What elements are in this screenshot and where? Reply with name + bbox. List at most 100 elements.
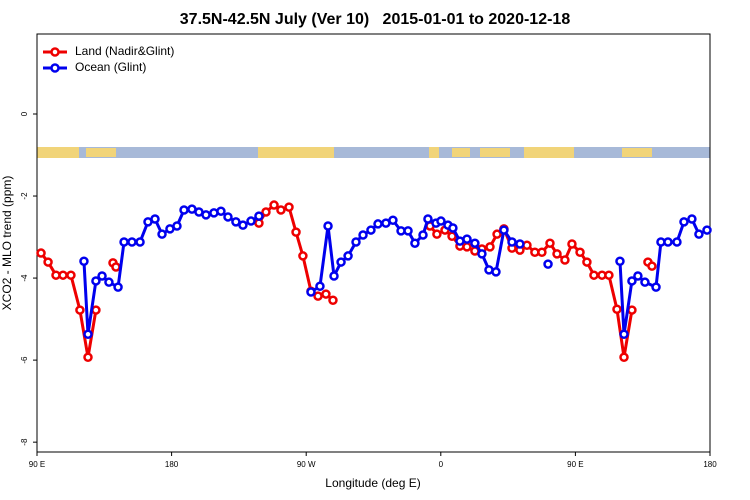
data-point	[462, 242, 472, 252]
x-tick-label: 0	[439, 460, 444, 469]
data-point	[647, 261, 657, 271]
y-axis-label: XCO2 - MLO trend (ppm)	[0, 176, 14, 311]
data-point	[269, 200, 279, 210]
data-point	[388, 215, 398, 225]
y-tick-label: -4	[20, 274, 29, 282]
data-point	[306, 287, 316, 297]
data-point	[447, 231, 457, 241]
data-point	[672, 237, 682, 247]
data-point	[679, 217, 689, 227]
data-point	[113, 282, 123, 292]
x-tick-label: 90 W	[297, 460, 316, 469]
data-point	[423, 214, 433, 224]
data-point	[83, 352, 93, 362]
data-point	[633, 271, 643, 281]
legend-label: Ocean (Glint)	[75, 60, 146, 74]
data-point	[223, 212, 233, 222]
data-point	[552, 249, 562, 259]
data-point	[615, 256, 625, 267]
data-point	[640, 277, 650, 287]
data-point	[492, 229, 502, 239]
data-point	[254, 211, 264, 221]
data-point	[432, 229, 442, 239]
data-point	[448, 223, 458, 233]
data-point	[567, 239, 577, 249]
series	[36, 200, 657, 362]
legend-marker	[50, 47, 60, 57]
data-point	[462, 234, 472, 244]
data-point	[284, 202, 294, 212]
y-tick-label: 0	[20, 111, 29, 116]
legend-label: Land (Nadir&Glint)	[75, 44, 174, 58]
data-point	[315, 281, 325, 292]
x-tick-label: 180	[703, 460, 717, 469]
data-point	[43, 257, 53, 267]
x-tick-label: 180	[165, 460, 179, 469]
data-point	[351, 237, 361, 247]
data-point	[179, 205, 189, 215]
data-point	[91, 276, 101, 286]
data-point	[545, 238, 555, 248]
data-point	[231, 217, 241, 227]
data-point	[313, 291, 323, 301]
data-point	[627, 276, 637, 286]
y-tick-label: -2	[20, 192, 29, 200]
data-point	[343, 251, 353, 261]
data-point	[619, 352, 629, 362]
data-point	[663, 237, 673, 247]
data-point	[491, 267, 501, 277]
data-point	[104, 277, 114, 287]
data-point	[470, 238, 480, 248]
x-tick-label: 90 E	[567, 460, 583, 469]
data-point	[543, 259, 553, 269]
map-strip	[37, 147, 710, 158]
data-point	[515, 239, 525, 249]
data-point	[366, 225, 376, 235]
data-point	[619, 329, 629, 340]
data-point	[111, 262, 121, 272]
data-point	[201, 210, 211, 220]
data-point	[298, 251, 308, 261]
data-point	[246, 216, 256, 226]
data-point	[321, 289, 331, 299]
data-point	[694, 229, 704, 239]
legend: Land (Nadir&Glint) Ocean (Glint)	[43, 44, 174, 74]
data-point	[97, 271, 107, 281]
data-point	[216, 206, 226, 216]
data-point	[373, 219, 383, 229]
data-point	[261, 207, 271, 217]
data-point	[403, 226, 413, 236]
data-point	[589, 270, 599, 280]
data-point	[537, 247, 547, 257]
data-point	[79, 256, 89, 267]
data-point	[560, 255, 570, 265]
data-point	[323, 221, 333, 231]
data-point	[436, 216, 446, 226]
data-point	[291, 227, 301, 237]
data-point	[172, 221, 182, 231]
data-point	[477, 249, 487, 259]
data-point	[612, 304, 622, 314]
plot-frame	[36, 33, 711, 453]
data-point	[687, 214, 697, 224]
data-point	[702, 225, 712, 235]
data-point	[157, 229, 167, 239]
x-axis-label: Longitude (deg E)	[325, 476, 420, 490]
data-point	[238, 220, 248, 230]
series	[79, 204, 712, 340]
data-point	[507, 237, 517, 247]
data-point	[499, 225, 509, 235]
data-point	[58, 270, 68, 280]
data-point	[410, 238, 420, 248]
legend-marker	[50, 63, 60, 73]
data-point	[604, 270, 614, 280]
data-point	[582, 257, 592, 267]
chart-title: 37.5N-42.5N July (Ver 10) 2015-01-01 to …	[180, 11, 571, 28]
data-point	[485, 242, 495, 252]
data-point	[119, 237, 129, 247]
data-point	[358, 230, 368, 240]
data-point	[651, 282, 661, 292]
data-point	[418, 230, 428, 240]
